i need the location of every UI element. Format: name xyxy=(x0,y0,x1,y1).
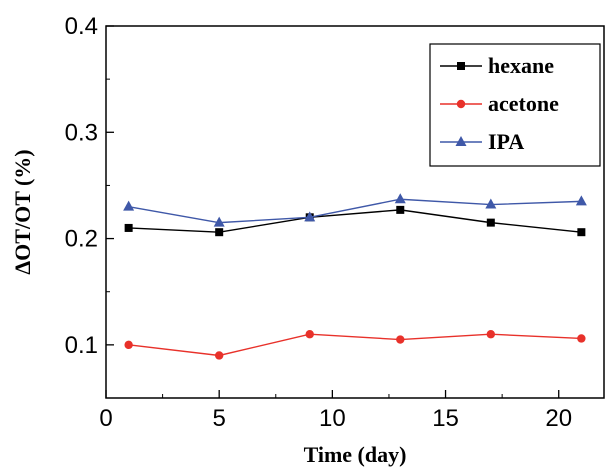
legend-marker xyxy=(455,136,467,146)
legend-item-ipa: IPA xyxy=(440,129,524,154)
y-tick-label: 0.4 xyxy=(65,13,98,40)
acetone-point xyxy=(305,330,314,339)
hexane-point xyxy=(486,218,495,227)
acetone-point xyxy=(124,340,133,350)
y-axis-title: ΔOT/OT (%) xyxy=(10,149,35,274)
x-tick-label: 0 xyxy=(99,405,112,432)
legend-label: hexane xyxy=(488,53,554,78)
axis-tick-labels: 0 5 10 15 20 0.1 0.2 0.3 0.4 xyxy=(65,13,572,432)
series-ipa xyxy=(123,193,587,227)
ipa-point xyxy=(123,200,135,211)
chart-series xyxy=(123,193,587,360)
legend-label: IPA xyxy=(488,129,524,154)
legend: hexane acetone IPA xyxy=(429,43,601,167)
ipa-line xyxy=(128,198,582,224)
x-axis-title: Time (day) xyxy=(304,442,407,467)
hexane-point xyxy=(215,228,224,237)
ipa-point xyxy=(213,216,225,227)
ipa-point xyxy=(394,193,406,204)
hexane-point xyxy=(577,228,586,237)
y-tick-label: 0.1 xyxy=(65,332,98,359)
x-tick-label: 20 xyxy=(545,405,572,432)
acetone-point xyxy=(486,330,496,339)
x-tick-label: 15 xyxy=(432,405,459,432)
legend-marker xyxy=(456,99,466,109)
legend-marker xyxy=(457,62,465,70)
legend-item-hexane: hexane xyxy=(440,53,554,78)
series-hexane xyxy=(124,205,586,237)
legend-label: acetone xyxy=(488,91,559,116)
acetone-point xyxy=(214,351,224,360)
acetone-point xyxy=(577,334,586,343)
legend-item-acetone: acetone xyxy=(440,91,559,116)
hexane-line xyxy=(128,209,582,233)
ipa-point xyxy=(575,195,587,206)
y-tick-label: 0.3 xyxy=(65,119,98,146)
hexane-point xyxy=(124,223,133,232)
hexane-point xyxy=(396,205,405,214)
plot-frame xyxy=(105,25,605,399)
series-acetone xyxy=(124,330,586,360)
ipa-point xyxy=(485,198,497,209)
ipa-point xyxy=(304,211,316,222)
acetone-point xyxy=(396,335,405,344)
x-tick-label: 5 xyxy=(213,405,226,432)
x-tick-label: 10 xyxy=(319,405,346,432)
y-tick-label: 0.2 xyxy=(65,226,98,253)
acetone-line xyxy=(128,333,582,357)
